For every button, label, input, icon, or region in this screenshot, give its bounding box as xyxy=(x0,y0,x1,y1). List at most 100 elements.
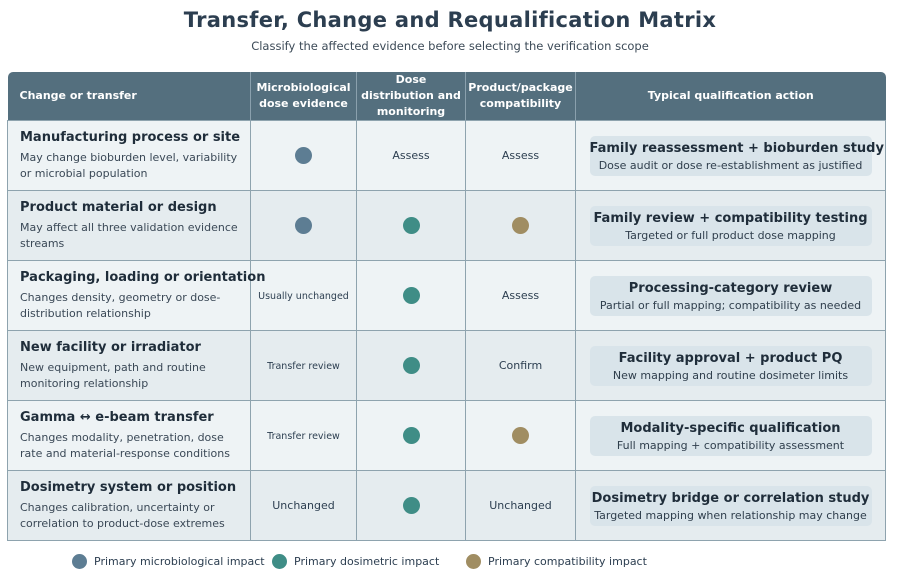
microbiological-cell: Unchanged xyxy=(250,470,357,541)
action-cell: Dosimetry bridge or correlation study Tar… xyxy=(575,470,886,541)
change-description: Changes calibration, uncertainty or corr… xyxy=(20,501,225,530)
action-cell: Facility approval + product PQ New mappin… xyxy=(575,330,886,401)
microbiological-impact-dot-icon xyxy=(295,147,312,164)
action-title: Family review + compatibility testing xyxy=(593,210,868,226)
action-title: Processing-category review xyxy=(628,280,833,296)
impact-text: Assess xyxy=(501,149,540,162)
legend-label: Primary microbiological impact xyxy=(94,554,265,568)
impact-text: Usually unchanged xyxy=(258,291,349,302)
header-row: Change or transfer Microbiological dose … xyxy=(7,72,886,121)
action-box: Facility approval + product PQ New mappin… xyxy=(589,345,872,386)
compatibility-cell: Assess xyxy=(465,120,576,191)
action-box: Family review + compatibility testing Tar… xyxy=(589,205,872,246)
microbiological-cell: Usually unchanged xyxy=(250,260,357,331)
action-title: Facility approval + product PQ xyxy=(618,350,843,366)
table-row: Gamma ↔ e-beam transfer Changes modality,… xyxy=(7,400,886,471)
table-row: New facility or irradiator New equipment,… xyxy=(7,330,886,401)
action-cell: Modality-specific qualification Full mapp… xyxy=(575,400,886,471)
impact-text: Assess xyxy=(501,289,540,302)
column-header-microbiological: Microbiological dose evidence xyxy=(250,72,357,121)
requalification-matrix: Change or transfer Microbiological dose … xyxy=(7,72,886,541)
action-description: Full mapping + compatibility assessment xyxy=(616,438,845,452)
action-cell: Processing-category review Partial or ful… xyxy=(575,260,886,331)
compatibility-impact-dot-icon xyxy=(512,427,529,444)
change-cell: Manufacturing process or site May change … xyxy=(7,120,251,191)
action-description: Dose audit or dose re-establishment as j… xyxy=(598,158,863,172)
change-cell: New facility or irradiator New equipment,… xyxy=(7,330,251,401)
dosimetric-cell xyxy=(356,470,466,541)
change-description: May change bioburden level, variability … xyxy=(20,151,238,180)
impact-text: Transfer review xyxy=(267,431,340,442)
dosimetric-cell xyxy=(356,190,466,261)
table-row: Manufacturing process or site May change … xyxy=(7,120,886,191)
action-title: Dosimetry bridge or correlation study xyxy=(591,490,870,506)
action-description: New mapping and routine dosimeter limits xyxy=(612,368,849,382)
change-description: Changes modality, penetration, dose rate… xyxy=(20,431,230,460)
compatibility-cell: Confirm xyxy=(465,330,576,401)
change-description: New equipment, path and routine monitori… xyxy=(20,361,206,390)
microbiological-cell xyxy=(250,190,357,261)
dosimetric-impact-dot-icon xyxy=(402,497,420,514)
dosimetric-impact-dot-icon xyxy=(402,287,420,304)
change-title: Dosimetry system or position xyxy=(20,480,237,495)
compatibility-cell: Unchanged xyxy=(465,470,576,541)
dosimetric-impact-dot-icon xyxy=(402,357,420,374)
dosimetric-cell: Assess xyxy=(356,120,466,191)
compatibility-cell xyxy=(465,190,576,261)
change-title: New facility or irradiator xyxy=(20,340,201,355)
dosimetric-impact-dot-icon xyxy=(402,427,420,444)
impact-text: Transfer review xyxy=(267,361,340,372)
action-cell: Family review + compatibility testing Tar… xyxy=(575,190,886,261)
column-header-action: Typical qualification action xyxy=(575,72,886,121)
action-description: Targeted mapping when relationship may c… xyxy=(594,508,867,522)
action-box: Processing-category review Partial or ful… xyxy=(589,275,872,316)
legend: Primary microbiological impact Primary d… xyxy=(0,552,900,570)
dosimetric-impact-dot-icon xyxy=(402,217,420,234)
compatibility-cell xyxy=(465,400,576,471)
change-cell: Gamma ↔ e-beam transfer Changes modality,… xyxy=(7,400,251,471)
page-subtitle: Classify the affected evidence before se… xyxy=(251,39,649,53)
change-title: Manufacturing process or site xyxy=(20,130,241,145)
compatibility-impact-dot-icon xyxy=(466,553,481,569)
microbiological-cell xyxy=(250,120,357,191)
dosimetric-cell xyxy=(356,400,466,471)
action-title: Family reassessment + bioburden study xyxy=(589,140,884,156)
legend-label: Primary compatibility impact xyxy=(488,554,647,568)
change-description: Changes density, geometry or dose-distri… xyxy=(20,291,221,320)
change-title: Product material or design xyxy=(20,200,217,215)
page-title: Transfer, Change and Requalification Mat… xyxy=(183,8,717,32)
microbiological-impact-dot-icon xyxy=(72,553,87,569)
column-header-compatibility: Product/package compatibility xyxy=(465,72,576,121)
table-row: Dosimetry system or position Changes cali… xyxy=(7,470,886,541)
microbiological-impact-dot-icon xyxy=(295,217,312,234)
legend-label: Primary dosimetric impact xyxy=(294,554,440,568)
action-box: Family reassessment + bioburden study Dos… xyxy=(589,135,884,176)
table-row: Packaging, loading or orientation Changes… xyxy=(7,260,886,331)
impact-text: Unchanged xyxy=(272,499,335,512)
action-box: Dosimetry bridge or correlation study Tar… xyxy=(589,485,872,526)
impact-text: Unchanged xyxy=(489,499,552,512)
change-description: May affect all three validation evidence… xyxy=(20,221,238,250)
legend-item-microbiological: Primary microbiological impact xyxy=(72,552,265,570)
column-header-dosimetric: Dose distribution and monitoring xyxy=(356,72,466,121)
action-description: Targeted or full product dose mapping xyxy=(625,228,836,242)
change-cell: Product material or design May affect all… xyxy=(7,190,251,261)
change-title: Packaging, loading or orientation xyxy=(20,270,266,285)
column-header-change: Change or transfer xyxy=(7,72,251,121)
dosimetric-cell xyxy=(356,260,466,331)
action-description: Partial or full mapping; compatibility a… xyxy=(599,298,862,312)
legend-item-dosimetric: Primary dosimetric impact xyxy=(272,552,439,570)
table-row: Product material or design May affect all… xyxy=(7,190,886,261)
compatibility-impact-dot-icon xyxy=(512,217,529,234)
action-cell: Family reassessment + bioburden study Dos… xyxy=(575,120,886,191)
action-title: Modality-specific qualification xyxy=(620,420,841,436)
compatibility-cell: Assess xyxy=(465,260,576,331)
legend-item-compatibility: Primary compatibility impact xyxy=(466,552,647,570)
action-box: Modality-specific qualification Full mapp… xyxy=(589,415,872,456)
dosimetric-cell xyxy=(356,330,466,401)
change-title: Gamma ↔ e-beam transfer xyxy=(20,410,214,425)
change-cell: Dosimetry system or position Changes cali… xyxy=(7,470,251,541)
change-cell: Packaging, loading or orientation Changes… xyxy=(7,260,266,331)
impact-text: Confirm xyxy=(498,359,543,372)
impact-text: Assess xyxy=(392,149,430,162)
